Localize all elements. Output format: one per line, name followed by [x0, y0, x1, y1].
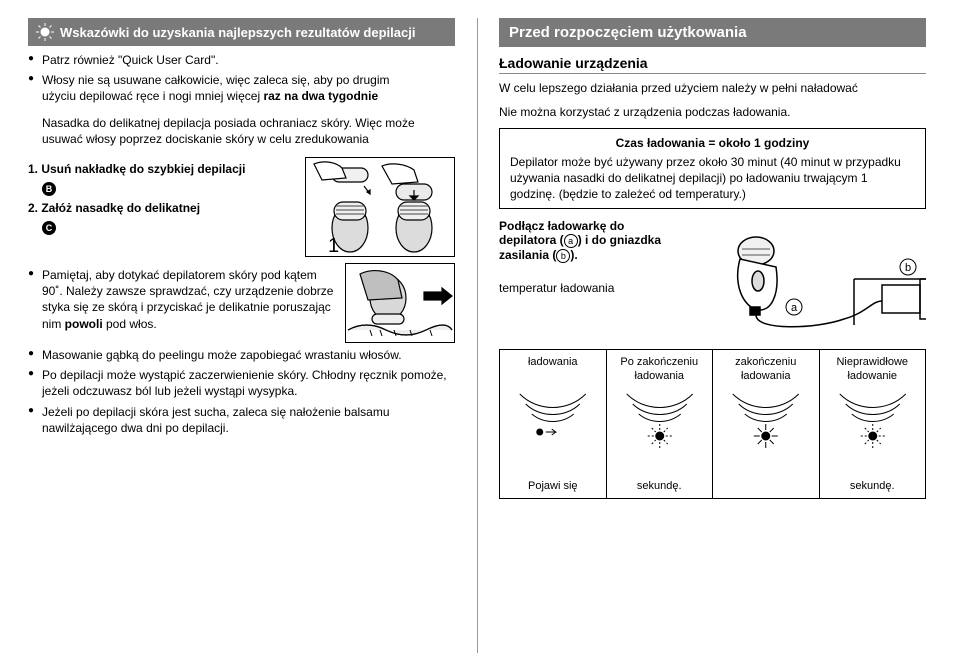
- state-charging-illus: [504, 390, 602, 460]
- charge-time-box: Czas ładowania = około 1 godziny Depilat…: [499, 128, 926, 209]
- state-charging-caption: Pojawi się: [504, 464, 602, 494]
- angle-bullet: Pamiętaj, aby dotykać depilatorem skóry …: [28, 263, 337, 336]
- page-root: Wskazówki do uzyskania najlepszych rezul…: [0, 0, 954, 671]
- bullet-redness: Po depilacji może wystąpić zaczerwienien…: [28, 367, 455, 399]
- svg-text:a: a: [791, 302, 798, 314]
- state-complete-caption: sekundę.: [611, 464, 709, 494]
- charge-time-body: Depilator może być używany przez około 3…: [510, 154, 915, 203]
- tips-list-top: Patrz również "Quick User Card". Włosy n…: [28, 52, 455, 105]
- attachment-illustration: 1: [305, 157, 455, 257]
- bullet-hair-bold: raz na dwa tygodnie: [263, 89, 378, 103]
- charging-subheading: Ładowanie urządzenia: [499, 55, 926, 74]
- bullet-angle-bold: powoli: [65, 317, 103, 331]
- state-complete: Po zakończeniu ładowania: [606, 349, 713, 499]
- circle-letter-a-inline: a: [564, 234, 578, 248]
- state-after-complete: zakończeniu ładowania: [712, 349, 819, 499]
- charger-row: Podłącz ładowarkę do depilatora (a) i do…: [499, 219, 926, 339]
- circle-letter-c: C: [42, 221, 56, 235]
- cannot-use-note: Nie można korzystać z urządzenia podczas…: [499, 104, 926, 120]
- attachment-note: Nasadka do delikatnej depilacja posiada …: [42, 115, 453, 147]
- charger-instruction: Podłącz ładowarkę do depilatora (a) i do…: [499, 219, 666, 295]
- section-title: Przed rozpoczęciem użytkowania: [499, 18, 926, 47]
- left-column: Wskazówki do uzyskania najlepszych rezul…: [0, 0, 477, 671]
- svg-text:1: 1: [328, 235, 339, 256]
- charge-states-row: ładowania Pojawi się Po zako: [499, 349, 926, 499]
- bullet-hair-line1: Włosy nie są usuwane całkowicie, więc za…: [42, 73, 390, 87]
- steps-text: 1. Usuń nakładkę do szybkiej depilacji B…: [28, 157, 297, 235]
- angle-row: Pamiętaj, aby dotykać depilatorem skóry …: [28, 263, 455, 343]
- state-after-illus: [717, 390, 815, 460]
- charger-instr-3: ).: [570, 248, 577, 262]
- state-error-illus: [824, 390, 922, 460]
- charger-illustration: a b: [676, 219, 926, 339]
- state-after-caption: [717, 464, 815, 494]
- bullet-hair-line2: użyciu depilować ręce i nogi mniej więce…: [42, 89, 263, 103]
- tips-header-text: Wskazówki do uzyskania najlepszych rezul…: [60, 25, 415, 40]
- state-charging: ładowania Pojawi się: [499, 349, 606, 499]
- bullet-angle-text2: pod włos.: [103, 317, 157, 331]
- step-1: 1. Usuń nakładkę do szybkiej depilacji: [28, 161, 297, 177]
- lightbulb-icon: [36, 23, 54, 41]
- charge-time-title: Czas ładowania = około 1 godziny: [510, 135, 915, 151]
- temp-label: temperatur ładowania: [499, 281, 666, 295]
- bullet-massage: Masowanie gąbką do peelingu może zapobie…: [28, 347, 455, 363]
- bullet-quickcard: Patrz również "Quick User Card".: [28, 52, 455, 68]
- state-error-label: Nieprawidłowe ładowanie: [824, 356, 922, 386]
- bullet-hair: Włosy nie są usuwane całkowicie, więc za…: [28, 72, 455, 104]
- state-complete-illus: [611, 390, 709, 460]
- state-error-caption: sekundę.: [824, 464, 922, 494]
- svg-text:b: b: [905, 262, 911, 274]
- state-after-label: zakończeniu ładowania: [717, 356, 815, 386]
- bullet-dryskin: Jeżeli po depilacji skóra jest sucha, za…: [28, 404, 455, 436]
- tips-list-bottom: Masowanie gąbką do peelingu może zapobie…: [28, 347, 455, 436]
- tips-header: Wskazówki do uzyskania najlepszych rezul…: [28, 18, 455, 46]
- steps-row: 1. Usuń nakładkę do szybkiej depilacji B…: [28, 157, 455, 257]
- full-charge-intro: W celu lepszego działania przed użyciem …: [499, 80, 926, 96]
- circle-letter-b: B: [42, 182, 56, 196]
- bullet-angle: Pamiętaj, aby dotykać depilatorem skóry …: [28, 267, 337, 332]
- state-complete-label: Po zakończeniu ładowania: [611, 356, 709, 386]
- right-column: Przed rozpoczęciem użytkowania Ładowanie…: [477, 0, 954, 671]
- angle-illustration: [345, 263, 455, 343]
- step-2: 2. Załóż nasadkę do delikatnej: [28, 200, 297, 216]
- state-error: Nieprawidłowe ładowanie: [819, 349, 927, 499]
- circle-letter-b-inline: b: [556, 249, 570, 263]
- state-charging-label: ładowania: [504, 356, 602, 386]
